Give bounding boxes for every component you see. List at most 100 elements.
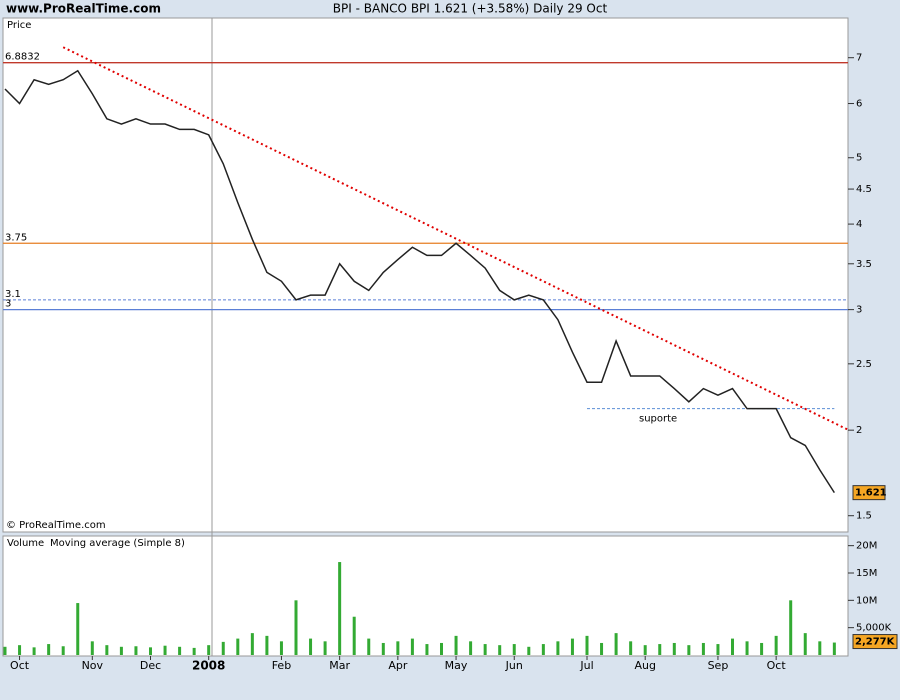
volume-bar	[178, 646, 182, 655]
volume-bar	[716, 644, 720, 655]
volume-bar	[556, 641, 560, 655]
volume-bar	[192, 647, 196, 655]
last-price-box	[852, 485, 886, 501]
volume-bar	[294, 600, 298, 655]
volume-tick-label: 15M	[856, 568, 877, 579]
volume-bar	[629, 641, 633, 655]
y-tick-label: 3.5	[856, 259, 872, 270]
volume-bar	[338, 562, 342, 655]
trendline	[62, 46, 850, 432]
x-tick-label: Oct	[10, 659, 30, 672]
volume-bar	[512, 644, 516, 655]
volume-bar	[61, 646, 65, 655]
x-tick-label: Oct	[767, 659, 787, 672]
volume-bar	[119, 646, 123, 655]
volume-bar	[818, 641, 822, 655]
volume-bar	[236, 638, 240, 655]
y-tick-label: 6	[856, 99, 862, 110]
site: www.ProRealTime.com	[6, 2, 161, 16]
volume-bar	[149, 647, 152, 655]
last-price-label: 1.621	[855, 488, 887, 499]
volume-legend: Volume	[7, 538, 44, 549]
x-tick-label: Jun	[505, 659, 523, 672]
volume-bar	[425, 644, 429, 655]
volume-bar	[396, 641, 400, 655]
volume-bar	[90, 641, 94, 655]
volume-bar	[265, 635, 269, 655]
volume-bar	[731, 638, 734, 655]
volume-bar	[483, 644, 487, 655]
volume-bar	[498, 645, 502, 655]
volume-bar	[3, 646, 7, 655]
volume-bar	[570, 638, 574, 655]
volume-bar	[469, 641, 473, 655]
y-tick-label: 3	[856, 305, 862, 316]
x-tick-label: Mar	[329, 659, 350, 672]
volume-bar	[367, 638, 371, 655]
volume-bar	[585, 635, 589, 655]
volume-bar	[47, 644, 51, 655]
ma-legend: Moving average (Simple 8)	[50, 538, 185, 549]
volume-bar	[454, 635, 458, 655]
volume-bar	[774, 635, 778, 655]
level-label: 6.8832	[5, 52, 40, 63]
volume-bar	[279, 641, 283, 655]
price-label: Price	[7, 20, 31, 31]
volume-panel	[2, 535, 849, 657]
volume-bar	[309, 638, 313, 655]
price-line	[4, 69, 835, 494]
last-volume-box	[852, 634, 898, 650]
volume-bar	[541, 644, 545, 655]
volume-tick-label: 10M	[856, 595, 877, 606]
volume-bar	[32, 647, 36, 655]
chart-title: BPI - BANCO BPI 1.621 (+3.58%) Daily 29 …	[333, 2, 608, 16]
x-tick-label: Aug	[634, 659, 655, 672]
volume-bar	[105, 645, 109, 655]
volume-bar	[250, 633, 254, 655]
volume-bar	[760, 642, 764, 655]
x-tick-label: Jul	[579, 659, 593, 672]
volume-bar	[18, 645, 22, 655]
x-tick-label: 2008	[192, 659, 225, 673]
volume-bar	[701, 642, 705, 655]
x-tick-label: Apr	[388, 659, 408, 672]
volume-bar	[614, 633, 618, 655]
volume-bar	[207, 645, 211, 655]
level-label: 3.75	[5, 232, 27, 243]
x-tick-label: May	[445, 659, 468, 672]
y-tick-label: 4.5	[856, 184, 872, 195]
volume-bar	[76, 603, 80, 655]
volume-bar	[163, 645, 167, 655]
volume-bar	[381, 642, 385, 655]
volume-bar	[672, 642, 676, 655]
y-tick-label: 1.5	[856, 511, 872, 522]
volume-bar	[410, 638, 414, 655]
support-label: suporte	[639, 414, 677, 425]
volume-tick-label: 20M	[856, 541, 877, 552]
volume-bar	[323, 641, 327, 655]
last-volume-label: 2,277K	[855, 637, 896, 648]
y-tick-label: 4	[856, 219, 862, 230]
volume-bar	[687, 645, 691, 655]
level-label: 3	[5, 299, 11, 310]
volume-bar	[643, 645, 647, 655]
volume-bar	[440, 642, 443, 655]
volume-bar	[352, 616, 356, 655]
volume-bar	[658, 644, 662, 655]
volume-bar	[789, 600, 793, 655]
y-tick-label: 5	[856, 153, 862, 164]
x-tick-label: Nov	[82, 659, 104, 672]
volume-bar	[134, 646, 138, 655]
price-panel	[2, 17, 849, 533]
volume-bar	[745, 641, 749, 655]
y-tick-label: 7	[856, 53, 862, 64]
level-label: 3.1	[5, 289, 21, 300]
volume-bar	[527, 646, 531, 655]
x-tick-label: Feb	[272, 659, 291, 672]
volume-bar	[600, 642, 604, 655]
x-tick-label: Dec	[140, 659, 161, 672]
y-tick-label: 2	[856, 425, 862, 436]
volume-tick-label: 5,000K	[856, 623, 892, 634]
volume-bar	[803, 633, 807, 655]
